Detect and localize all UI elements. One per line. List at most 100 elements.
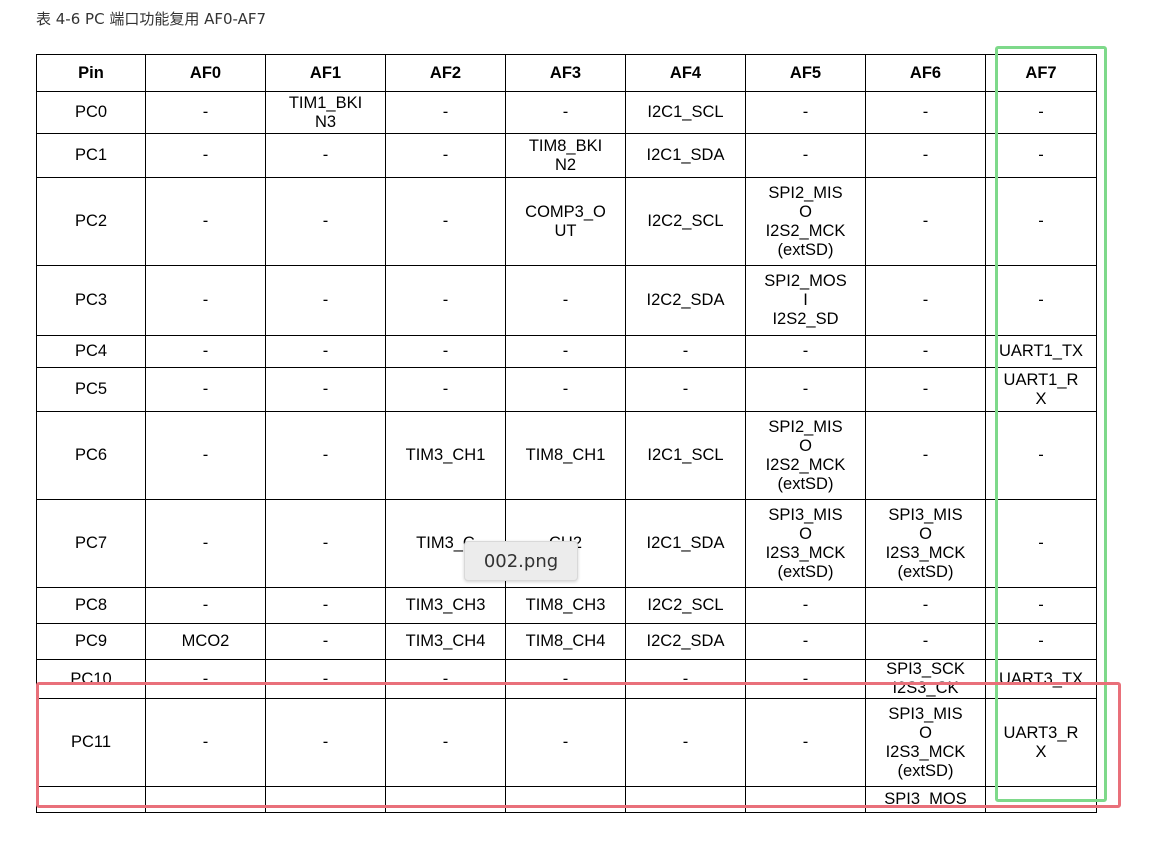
af-cell (385, 786, 506, 813)
af-cell: SPI2_MIS O I2S2_MCK (extSD) (745, 411, 866, 500)
table-row: PC3- - - - I2C2_SDA SPI2_MOS I I2S2_SD - - (36, 265, 1097, 336)
af-cell: TIM8_CH3 (505, 587, 626, 624)
af-cell: - (505, 91, 626, 134)
af-cell: - (145, 335, 266, 368)
af-cell: I2C1_SCL (625, 91, 746, 134)
af-cell: - (385, 265, 506, 336)
af-cell: TIM3_CH1 (385, 411, 506, 500)
af-cell: - (505, 698, 626, 787)
af-cell: - (505, 335, 626, 368)
af-cell: - (865, 91, 986, 134)
pin-cell: PC8 (36, 587, 146, 624)
af-cell: - (265, 499, 386, 588)
af-cell (265, 786, 386, 813)
af-cell (985, 786, 1097, 813)
af-cell: - (385, 177, 506, 266)
header-cell: AF7 (985, 54, 1097, 92)
af-cell: - (265, 411, 386, 500)
header-cell: AF3 (505, 54, 626, 92)
af-cell (145, 786, 266, 813)
af-cell: - (625, 698, 746, 787)
af-cell: - (145, 133, 266, 178)
af-cell: - (265, 698, 386, 787)
af-cell: - (745, 698, 866, 787)
pin-cell: PC10 (36, 659, 146, 699)
header-cell: AF0 (145, 54, 266, 92)
pin-cell: PC5 (36, 367, 146, 412)
pin-cell: PC2 (36, 177, 146, 266)
af-cell: - (985, 265, 1097, 336)
table-row: PC0- TIM1_BKI N3- - I2C1_SCL - - - (36, 91, 1097, 134)
af-cell: SPI3_SCK I2S3_CK (865, 659, 986, 699)
af-cell: UART3_TX (985, 659, 1097, 699)
af-cell: I2C2_SCL (625, 177, 746, 266)
header-row: Pin AF0 AF1 AF2 AF3 AF4 AF5 AF6 AF7 (36, 54, 1097, 92)
af-cell: - (985, 623, 1097, 660)
af-cell: UART3_R X (985, 698, 1097, 787)
af-cell: - (385, 133, 506, 178)
af-cell: - (625, 335, 746, 368)
af-cell: - (385, 91, 506, 134)
af-cell (625, 786, 746, 813)
pin-cell: PC4 (36, 335, 146, 368)
af-cell: - (745, 335, 866, 368)
header-cell: Pin (36, 54, 146, 92)
af-cell: UART1_TX (985, 335, 1097, 368)
af-cell: UART1_R X (985, 367, 1097, 412)
af-cell: - (265, 335, 386, 368)
header-cell: AF2 (385, 54, 506, 92)
af-cell: - (865, 367, 986, 412)
af-cell: - (865, 411, 986, 500)
af-cell: - (985, 411, 1097, 500)
pin-cell: PC7 (36, 499, 146, 588)
header-cell: AF5 (745, 54, 866, 92)
filename-tooltip: 002.png (464, 541, 578, 581)
header-cell: AF1 (265, 54, 386, 92)
af-cell: - (985, 177, 1097, 266)
af-cell: TIM1_BKI N3 (265, 91, 386, 134)
af-cell: - (985, 133, 1097, 178)
pin-cell (36, 786, 146, 813)
pin-cell: PC3 (36, 265, 146, 336)
af-cell: - (865, 265, 986, 336)
af-cell: - (745, 659, 866, 699)
af-cell: - (145, 367, 266, 412)
header-cell: AF4 (625, 54, 746, 92)
af-cell: - (985, 587, 1097, 624)
af-cell: - (865, 335, 986, 368)
table-row: PC1- - - TIM8_BKI N2 I2C1_SDA - - - (36, 133, 1097, 178)
af-cell: - (745, 623, 866, 660)
af-cell: - (745, 133, 866, 178)
af-cell: TIM8_CH1 (505, 411, 626, 500)
af-cell (745, 786, 866, 813)
af-cell: TIM8_CH4 (505, 623, 626, 660)
af-cell: - (265, 133, 386, 178)
af-cell: - (265, 623, 386, 660)
af-cell: - (745, 587, 866, 624)
af-cell: COMP3_O UT (505, 177, 626, 266)
af-cell: I2C1_SCL (625, 411, 746, 500)
af-cell: - (265, 367, 386, 412)
table-caption: 表 4-6 PC 端口功能复用 AF0-AF7 (36, 10, 267, 28)
af-cell: - (385, 335, 506, 368)
af-cell: - (145, 91, 266, 134)
table-row: PC2- - - COMP3_O UT I2C2_SCL SPI2_MIS O I2S2_… (36, 177, 1097, 266)
table-row: SPI3_MOS (36, 786, 1097, 813)
af-cell: - (145, 411, 266, 500)
af-cell: - (145, 265, 266, 336)
af-cell: - (145, 587, 266, 624)
af-cell: - (745, 91, 866, 134)
af-cell: - (865, 177, 986, 266)
af-cell: - (265, 177, 386, 266)
pin-cell: PC11 (36, 698, 146, 787)
af-cell: TIM3_CH3 (385, 587, 506, 624)
table-row: PC5- - - - - - - UART1_R X (36, 367, 1097, 412)
table-row: PC11- - - - - - SPI3_MIS O I2S3_MCK (extSD) UAR… (36, 698, 1097, 787)
af-cell: SPI2_MIS O I2S2_MCK (extSD) (745, 177, 866, 266)
af-cell: - (145, 698, 266, 787)
table-row: PC4- - - - - - - UART1_TX (36, 335, 1097, 368)
af-cell: I2C1_SDA (625, 499, 746, 588)
af-cell: I2C1_SDA (625, 133, 746, 178)
af-cell: - (385, 367, 506, 412)
af-cell: - (745, 367, 866, 412)
